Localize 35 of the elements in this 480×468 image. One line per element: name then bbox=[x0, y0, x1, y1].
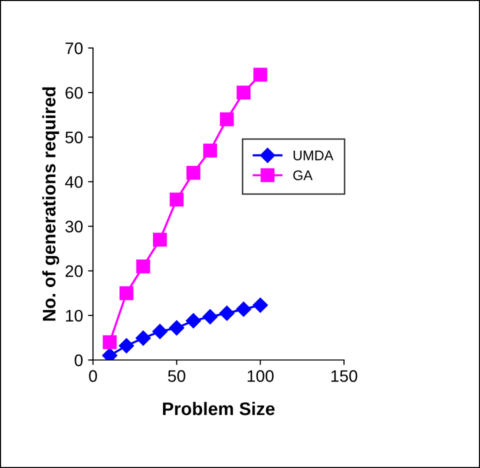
y-tick-label: 70 bbox=[66, 42, 83, 54]
point bbox=[120, 286, 134, 300]
y-tick-label: 10 bbox=[66, 310, 83, 322]
x-tick-label: 50 bbox=[168, 370, 186, 382]
y-tick-label: 50 bbox=[65, 132, 83, 144]
legend-label: UMDA bbox=[294, 150, 334, 160]
legend-label: GA bbox=[293, 170, 313, 180]
x-tick-label: 0 bbox=[89, 370, 97, 382]
point bbox=[152, 232, 167, 247]
y-tick-label: 20 bbox=[66, 265, 83, 278]
y-axis-title: No. of generations required bbox=[42, 87, 60, 321]
x-tick-label: 150 bbox=[331, 370, 358, 382]
point bbox=[252, 298, 268, 313]
point bbox=[202, 309, 218, 324]
point bbox=[118, 338, 134, 354]
y-tick-label: 0 bbox=[74, 354, 83, 366]
point bbox=[253, 68, 268, 82]
x-tick-label: 100 bbox=[248, 370, 274, 382]
point bbox=[152, 324, 168, 340]
point bbox=[219, 306, 234, 321]
x-axis-title: Problem Size bbox=[163, 402, 275, 416]
point bbox=[203, 144, 218, 158]
point bbox=[102, 335, 117, 350]
y-tick-label: 40 bbox=[65, 176, 83, 188]
point bbox=[186, 166, 200, 180]
point bbox=[169, 320, 184, 336]
y-tick-label: 60 bbox=[66, 86, 83, 99]
point bbox=[236, 86, 251, 100]
y-tick-label: 30 bbox=[65, 220, 83, 232]
point bbox=[136, 330, 151, 346]
point bbox=[236, 302, 252, 317]
point bbox=[170, 192, 184, 206]
point bbox=[186, 313, 201, 328]
point bbox=[136, 259, 150, 274]
point bbox=[220, 112, 234, 126]
